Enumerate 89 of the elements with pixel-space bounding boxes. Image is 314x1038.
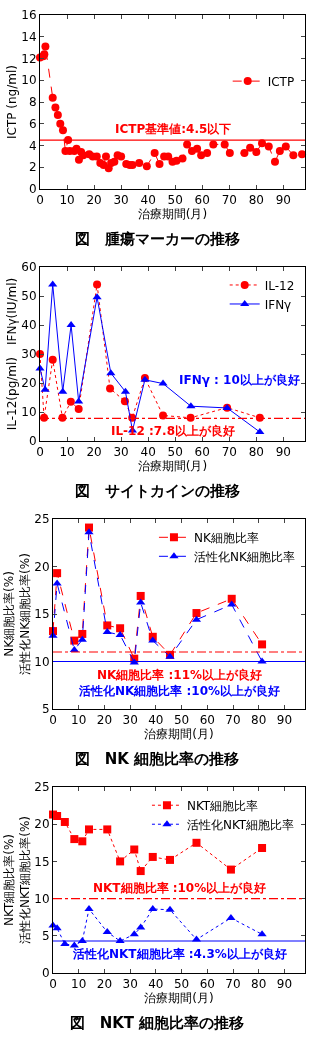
y-tick-label: 5 [41,702,50,717]
x-tick-label: 90 [275,445,292,460]
legend-label: IFNγ [264,297,292,312]
x-axis-title: 治療期間(月) [144,991,214,1006]
x-tick-label: 20 [96,977,113,992]
y-tick-label: 10 [34,891,50,906]
y-tick-label: 12 [21,51,37,66]
y-tick-label: 4 [28,138,37,153]
y-tick-label: 10 [34,654,50,669]
y-tick-label: 60 [21,260,37,275]
text: 図 腫瘍マーカーの推移 [73,229,241,250]
y-tick-label: 10 [21,73,37,88]
x-tick-label: 30 [122,977,138,992]
x-tick-label: 80 [251,713,267,728]
y-tick-label: 40 [21,318,37,333]
x-tick-label: 70 [225,713,241,728]
legend-label: 活性化NKT細胞比率 [186,817,295,832]
y-tick-label: 15 [34,607,50,622]
x-tick-label: 10 [59,445,75,460]
y-tick-label: 0 [28,434,37,449]
x-tick-label: 90 [276,977,293,992]
x-axis-title: 治療期間(月) [144,727,214,742]
ref-line-label: NKT細胞比率 :10%以上が良好 [93,881,267,895]
ref-line-label: 活性化NK細胞比率 :10%以上が良好 [78,684,281,698]
x-tick-label: 30 [122,713,138,728]
x-tick-label: 20 [96,713,113,728]
x-tick-label: 10 [71,713,87,728]
ref-line-label: NK細胞比率 :11%以上が良好 [97,668,263,682]
x-tick-label: 60 [199,977,215,992]
y-tick-label: 6 [28,116,37,131]
x-tick-label: 20 [86,445,102,460]
legend-label: ICTP [267,74,295,89]
x-tick-label: 40 [148,977,164,992]
y-tick-label: 25 [34,780,50,795]
x-tick-label: 40 [148,713,164,728]
y-tick-label: 30 [21,347,37,362]
x-tick-label: 70 [225,977,241,992]
y-axis-title: IL-12(pg/ml) IFNγ(IU/ml) [4,277,19,431]
x-tick-label: 40 [140,445,156,460]
y-tick-label: 10 [21,405,37,420]
y-axis-title: NK細胞比率(%) 活性化NK細胞比率(%) [2,553,32,675]
x-tick-label: 80 [248,445,264,460]
legend-label: IL-12 [264,278,295,293]
annotation: IFNγ : 10以上が良好 [179,373,300,387]
x-axis-title: 治療期間(月) [137,459,208,474]
y-axis-title: ICTP (ng/ml) [4,65,19,139]
y-tick-label: 0 [41,966,50,981]
x-tick-label: 30 [113,445,129,460]
y-tick-label: 25 [34,512,50,527]
x-tick-label: 50 [167,445,183,460]
x-tick-label: 40 [140,193,156,208]
legend-label: 活性化NK細胞比率 [193,549,295,564]
ref-line-label: 活性化NKT細胞比率 :4.3%以上が良好 [72,947,287,961]
x-tick-label: 60 [194,193,210,208]
y-tick-label: 20 [21,376,37,391]
ref-line-label: IL-12 :7.8以上が良好 [111,424,236,438]
x-tick-label: 20 [86,193,102,208]
text: 図 NK 細胞比率の推移 [73,749,241,770]
y-axis-title: NKT細胞比率(%) 活性化NKT細胞比率(%) [2,815,32,945]
y-tick-label: 14 [21,29,37,44]
y-tick-label: 15 [34,854,50,869]
x-tick-label: 80 [251,977,267,992]
text: 図 サイトカインの推移 [73,481,241,502]
text: 図 NKT 細胞比率の推移 [68,1013,246,1034]
x-tick-label: 80 [248,193,264,208]
y-tick-label: 50 [21,289,37,304]
y-tick-label: 20 [34,559,50,574]
x-tick-label: 50 [173,977,190,992]
x-tick-label: 70 [221,445,237,460]
x-tick-label: 90 [276,713,293,728]
y-tick-label: 5 [41,929,50,943]
y-tick-label: 20 [34,817,50,832]
x-tick-label: 50 [167,193,183,208]
ref-line-label: ICTP基準値:4.5以下 [115,122,232,136]
y-tick-label: 8 [28,95,37,110]
y-tick-label: 0 [28,182,37,197]
x-tick-label: 10 [71,977,87,992]
x-tick-label: 30 [113,193,129,208]
x-tick-label: 90 [275,193,292,208]
x-tick-label: 10 [59,193,75,208]
x-tick-label: 60 [199,713,215,728]
y-tick-label: 2 [28,160,37,175]
x-tick-label: 60 [194,445,210,460]
x-axis-title: 治療期間(月) [137,207,208,222]
legend-label: NK細胞比率 [193,530,259,545]
legend-label: NKT細胞比率 [186,798,259,813]
x-tick-label: 50 [173,713,190,728]
y-tick-label: 16 [21,8,37,23]
x-tick-label: 70 [221,193,237,208]
